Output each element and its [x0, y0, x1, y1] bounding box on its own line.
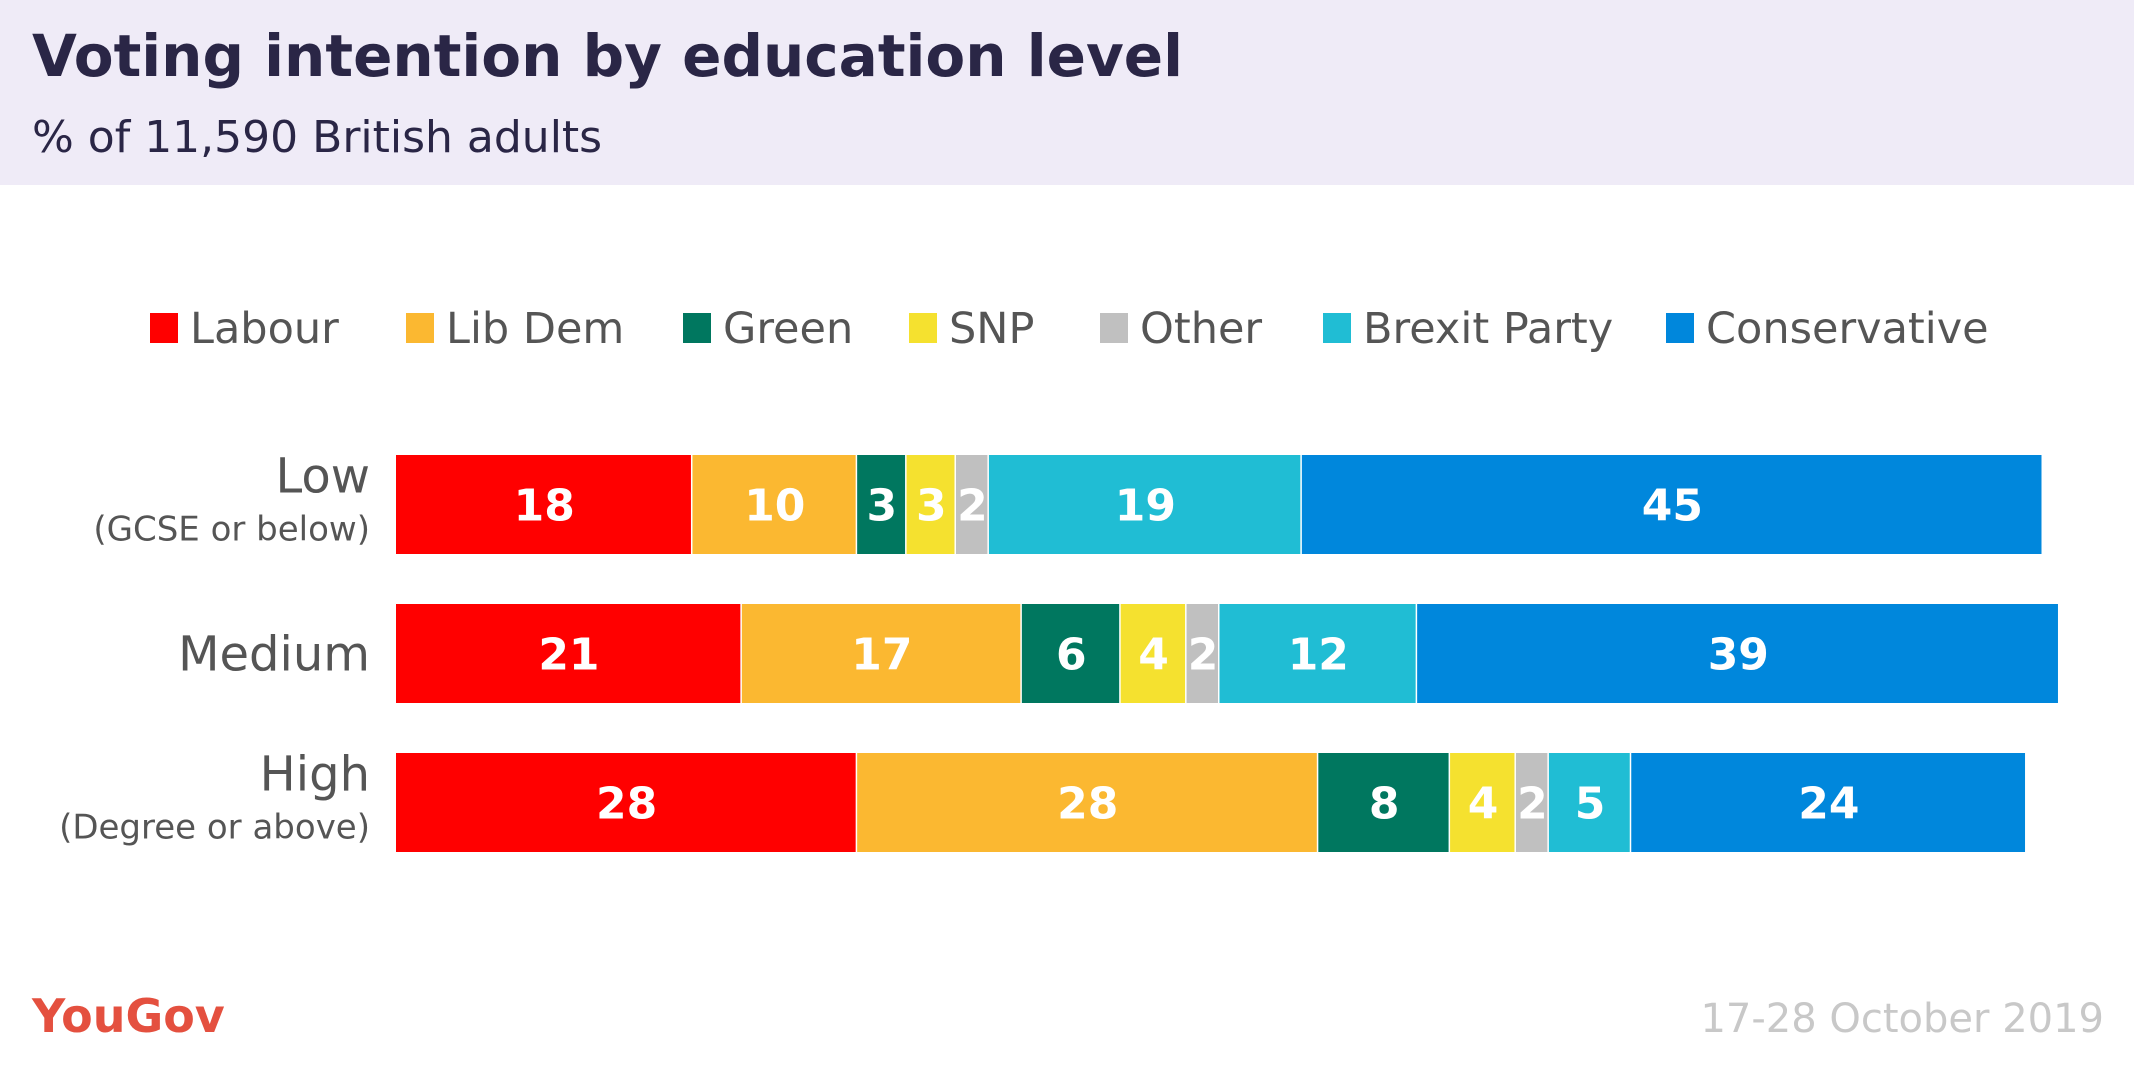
category-sublabel: (GCSE or below): [93, 510, 370, 550]
bar-segment: [396, 753, 856, 852]
value-label: 10: [744, 481, 805, 532]
value-label: 18: [514, 481, 575, 532]
value-label: 2: [1517, 779, 1548, 830]
value-label: 3: [916, 481, 947, 532]
value-label: 5: [1575, 779, 1606, 830]
legend-label: Other: [1140, 304, 1262, 354]
bar-segment: [396, 604, 741, 703]
value-label: 4: [1468, 779, 1499, 830]
legend-label: Lib Dem: [446, 304, 624, 354]
value-label: 3: [867, 481, 898, 532]
legend-swatch: [909, 313, 937, 343]
value-label: 6: [1056, 630, 1087, 681]
value-label: 17: [851, 630, 912, 681]
legend-swatch: [406, 313, 434, 343]
bar-segment: [1021, 604, 1120, 703]
category-label: High: [260, 747, 370, 803]
bar-segment: [857, 455, 906, 554]
category-label: Medium: [178, 627, 370, 683]
category-sublabel: (Degree or above): [59, 808, 370, 848]
legend-swatch: [150, 313, 178, 343]
value-label: 12: [1288, 630, 1349, 681]
bar-segment: [692, 455, 856, 554]
category-label: Low: [275, 449, 370, 505]
legend-swatch: [683, 313, 711, 343]
legend-label: Conservative: [1706, 304, 1989, 354]
bar-segment: [1318, 753, 1449, 852]
bar-segment: [1120, 604, 1186, 703]
bar-segment: [396, 455, 691, 554]
value-label: 28: [1057, 779, 1118, 830]
source-logo: YouGov: [31, 989, 225, 1043]
bar-segment: [1548, 753, 1630, 852]
value-label: 39: [1708, 630, 1769, 681]
value-label: 2: [1188, 630, 1219, 681]
bar-segment: [1186, 604, 1218, 703]
value-label: 45: [1642, 481, 1703, 532]
bar-segment: [741, 604, 1021, 703]
bar-segment: [1417, 604, 2058, 703]
bar-segment: [1301, 455, 2042, 554]
bar-segment: [1219, 604, 1416, 703]
bar-segment: [857, 753, 1317, 852]
bar-segment: [1450, 753, 1515, 852]
chart-title: Voting intention by education level: [32, 22, 1183, 90]
bar-segment: [1515, 753, 1548, 852]
value-label: 4: [1138, 630, 1169, 681]
legend-swatch: [1666, 313, 1694, 343]
legend-swatch: [1100, 313, 1128, 343]
bar-segment: [906, 455, 955, 554]
chart-subtitle: % of 11,590 British adults: [32, 112, 602, 163]
legend-label: Green: [723, 304, 853, 354]
value-label: 21: [538, 630, 599, 681]
value-label: 8: [1369, 779, 1400, 830]
bar-segment: [988, 455, 1301, 554]
date: 17-28 October 2019: [1700, 996, 2104, 1042]
legend-label: Brexit Party: [1363, 304, 1613, 354]
bar-segment: [1631, 753, 2026, 852]
value-label: 24: [1798, 779, 1859, 830]
value-label: 19: [1115, 481, 1176, 532]
value-label: 28: [596, 779, 657, 830]
header-band: [0, 0, 2134, 185]
legend-label: Labour: [190, 304, 339, 354]
legend-label: SNP: [949, 304, 1034, 354]
legend-swatch: [1323, 313, 1351, 343]
value-label: 2: [957, 481, 988, 532]
bar-segment: [955, 455, 988, 554]
